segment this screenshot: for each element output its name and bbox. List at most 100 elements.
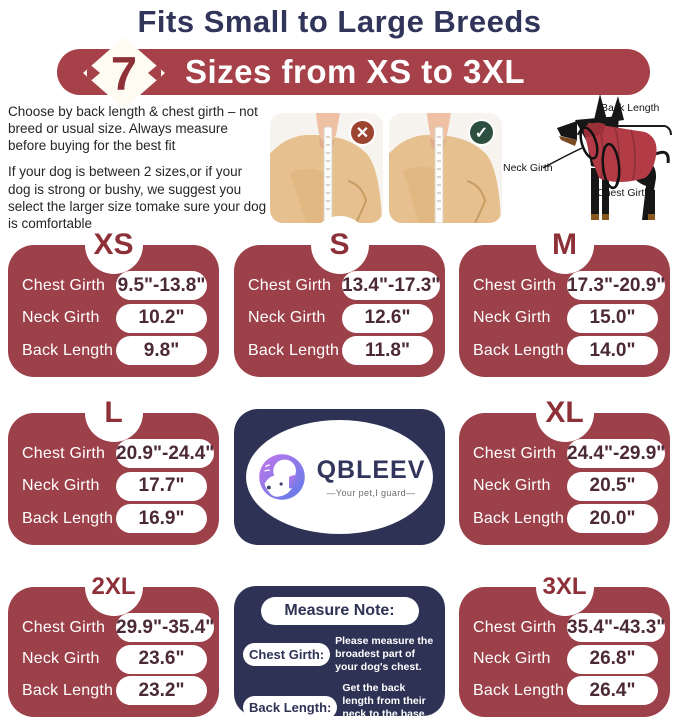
back-length-row: Back Length 23.2" — [22, 676, 207, 705]
row-label-neck-girth: Neck Girth — [22, 477, 100, 494]
dog-jacket-illustration — [542, 94, 672, 220]
note-desc-chest-girth: Please measure the broadest part of your… — [335, 635, 434, 673]
neck-girth-row: Neck Girth 15.0" — [473, 303, 658, 333]
measure-photo-wrong: ✕ — [270, 113, 383, 223]
neck-girth-row: Neck Girth 17.7" — [22, 471, 207, 501]
back-length-row: Back Length 16.9" — [22, 504, 207, 533]
ribbon-notch-right-icon — [148, 62, 161, 84]
value-back-length: 11.8" — [342, 336, 433, 365]
value-chest-girth: 17.3"-20.9" — [567, 271, 666, 300]
value-chest-girth: 29.9"-35.4" — [116, 613, 215, 642]
page-title: Fits Small to Large Breeds — [137, 4, 542, 39]
brand-oval: QBLEEV —Your pet,I guard— — [246, 420, 433, 534]
size-card-xs: XS Chest Girth 9.5"-13.8" Neck Girth 10.2"… — [8, 216, 219, 377]
back-length-row: Back Length 14.0" — [473, 336, 658, 365]
row-label-chest-girth: Chest Girth — [473, 618, 557, 636]
measure-photo-correct: ✓ — [389, 113, 502, 223]
row-label-back-length: Back Length — [248, 341, 340, 359]
chest-girth-row: Chest Girth 35.4"-43.3" — [473, 613, 666, 642]
row-label-back-length: Back Length — [22, 341, 114, 359]
check-circle-icon: ✓ — [468, 119, 495, 146]
neck-girth-row: Neck Girth 23.6" — [22, 644, 207, 674]
size-count-badge: 7 — [83, 37, 165, 109]
chest-girth-row: Chest Girth 13.4"-17.3" — [248, 271, 441, 300]
row-label-chest-girth: Chest Girth — [248, 276, 332, 294]
size-badge-m: M — [535, 216, 594, 274]
value-back-length: 23.2" — [116, 676, 207, 705]
brand-tagline: —Your pet,I guard— — [326, 488, 416, 498]
row-label-chest-girth: Chest Girth — [22, 618, 106, 636]
row-label-chest-girth: Chest Girth — [22, 276, 106, 294]
chest-girth-row: Chest Girth 20.9"-24.4" — [22, 439, 215, 468]
note-row-back: Back Length: Get the back length from th… — [243, 682, 436, 723]
row-label-chest-girth: Chest Girth — [473, 276, 557, 294]
back-length-row: Back Length 20.0" — [473, 504, 658, 533]
chest-girth-label: Chest Girth — [597, 187, 651, 199]
size-badge-xs: XS — [84, 216, 143, 274]
value-chest-girth: 9.5"-13.8" — [116, 271, 207, 300]
row-label-chest-girth: Chest Girth — [22, 444, 106, 462]
size-card-2xl: 2XL Chest Girth 29.9"-35.4" Neck Girth 23.… — [8, 558, 219, 717]
value-back-length: 20.0" — [567, 504, 658, 533]
dog-measuring-illustration — [389, 113, 502, 223]
row-label-back-length: Back Length — [22, 509, 114, 527]
intro-para-1: Choose by back length & chest girth – no… — [8, 104, 258, 154]
note-term-back-length: Back Length: — [243, 696, 338, 720]
value-neck-girth: 12.6" — [342, 303, 433, 333]
banner-label: Sizes from XS to 3XL — [185, 53, 526, 90]
note-row-chest: Chest Girth: Please measure the broadest… — [243, 635, 436, 673]
chest-girth-row: Chest Girth 24.4"-29.9" — [473, 439, 666, 468]
value-neck-girth: 23.6" — [116, 644, 207, 674]
row-label-neck-girth: Neck Girth — [473, 309, 551, 326]
size-banner: 7 Sizes from XS to 3XL — [57, 37, 650, 109]
size-card-xl: XL Chest Girth 24.4"-29.9" Neck Girth 20.5… — [459, 384, 670, 545]
back-length-row: Back Length 11.8" — [248, 336, 433, 365]
row-label-chest-girth: Chest Girth — [473, 444, 557, 462]
size-card-s: S Chest Girth 13.4"-17.3" Neck Girth 12.6"… — [234, 216, 445, 377]
size-card-3xl: 3XL Chest Girth 35.4"-43.3" Neck Girth 26.… — [459, 558, 670, 717]
value-back-length: 14.0" — [567, 336, 658, 365]
size-card-l: L Chest Girth 20.9"-24.4" Neck Girth 17.7"… — [8, 384, 219, 545]
value-chest-girth: 13.4"-17.3" — [342, 271, 441, 300]
neck-girth-row: Neck Girth 12.6" — [248, 303, 433, 333]
brand-card: QBLEEV —Your pet,I guard— — [234, 409, 445, 545]
value-back-length: 16.9" — [116, 504, 207, 533]
row-label-back-length: Back Length — [473, 341, 565, 359]
note-term-chest-girth: Chest Girth: — [243, 642, 331, 666]
row-label-neck-girth: Neck Girth — [248, 309, 326, 326]
row-label-neck-girth: Neck Girth — [22, 650, 100, 667]
row-label-neck-girth: Neck Girth — [473, 477, 551, 494]
intro-para-2: If your dog is between 2 sizes,or if you… — [8, 164, 267, 231]
row-label-back-length: Back Length — [473, 509, 565, 527]
value-neck-girth: 17.7" — [116, 471, 207, 501]
neck-girth-label: Neck Girth — [503, 162, 553, 174]
neck-girth-row: Neck Girth 26.8" — [473, 644, 658, 674]
neck-girth-row: Neck Girth 20.5" — [473, 471, 658, 501]
value-neck-girth: 10.2" — [116, 303, 207, 333]
value-neck-girth: 20.5" — [567, 471, 658, 501]
size-badge-2xl: 2XL — [84, 558, 143, 616]
value-neck-girth: 26.8" — [567, 644, 658, 674]
brand-name: QBLEEV — [316, 456, 426, 484]
x-circle-icon: ✕ — [349, 119, 376, 146]
value-chest-girth: 24.4"-29.9" — [567, 439, 666, 468]
neck-girth-row: Neck Girth 10.2" — [22, 303, 207, 333]
back-length-label: Back Length — [601, 102, 660, 114]
size-badge-xl: XL — [535, 384, 594, 442]
row-label-neck-girth: Neck Girth — [473, 650, 551, 667]
ribbon-notch-left-icon — [87, 62, 100, 84]
chest-girth-row: Chest Girth 9.5"-13.8" — [22, 271, 207, 300]
back-length-row: Back Length 26.4" — [473, 676, 658, 705]
row-label-back-length: Back Length — [473, 681, 565, 699]
measure-note-title: Measure Note: — [260, 597, 419, 625]
jacket-measure-diagram: Back Length Neck Girth Chest Girth — [499, 90, 679, 235]
value-chest-girth: 20.9"-24.4" — [116, 439, 215, 468]
value-back-length: 9.8" — [116, 336, 207, 365]
size-badge-s: S — [310, 216, 369, 274]
back-length-row: Back Length 9.8" — [22, 336, 207, 365]
intro-text: Choose by back length & chest girth – no… — [8, 103, 268, 241]
measure-note-card: Measure Note: Chest Girth: Please measur… — [234, 586, 445, 723]
size-card-m: M Chest Girth 17.3"-20.9" Neck Girth 15.0"… — [459, 216, 670, 377]
value-chest-girth: 35.4"-43.3" — [567, 613, 666, 642]
